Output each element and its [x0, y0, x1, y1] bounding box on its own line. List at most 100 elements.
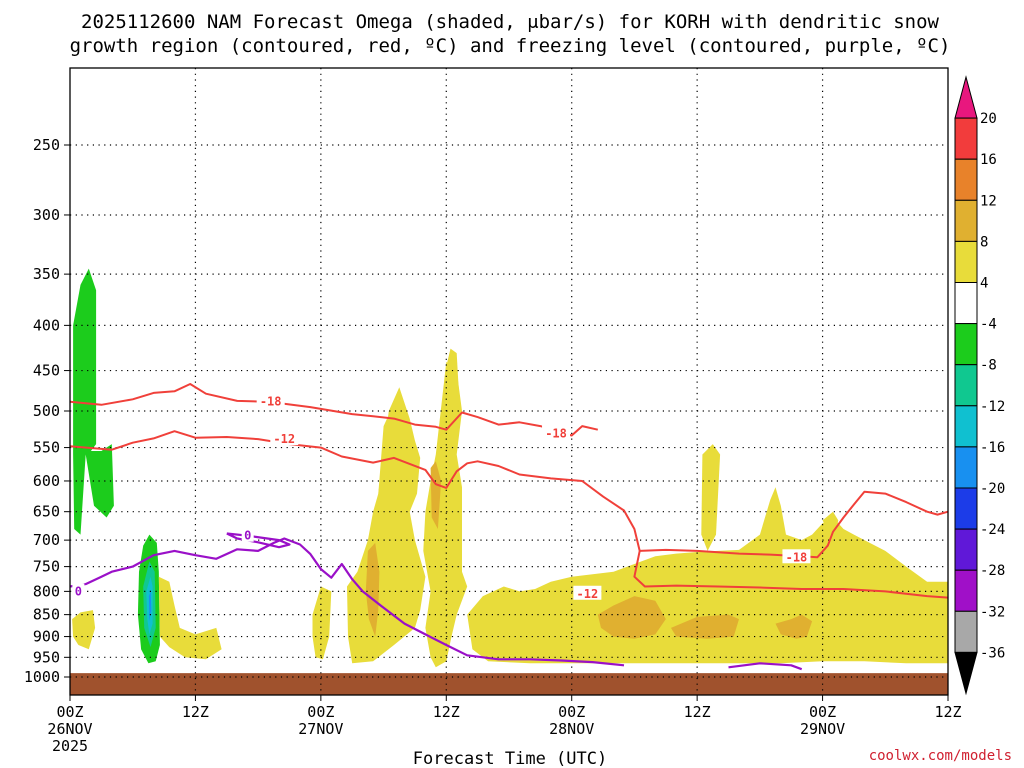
contour-label: -12	[577, 587, 599, 601]
y-tick-label: 1000	[24, 668, 60, 686]
omega-region-y4	[423, 361, 468, 668]
colorbar-top-arrow	[954, 75, 978, 119]
colorbar-label: -16	[980, 440, 1005, 456]
dgz-contour-line	[639, 490, 949, 559]
x-tick-label: 12Z	[182, 703, 209, 721]
colorbar-label: 8	[980, 234, 988, 250]
omega-region-y8	[597, 596, 666, 639]
omega-region-y4	[701, 444, 721, 551]
x-tick-label: 00Z	[558, 703, 585, 721]
y-tick-label: 300	[33, 206, 60, 224]
x-tick-label: 00Z	[307, 703, 334, 721]
contour-label-bg	[782, 549, 811, 564]
y-tick-label: 700	[33, 531, 60, 549]
colorbar-segment	[954, 487, 978, 530]
x-tick-date: 29NOV	[800, 720, 845, 738]
colorbar-label: 4	[980, 276, 988, 292]
contour-label: -18	[545, 426, 567, 440]
y-tick-label: 950	[33, 648, 60, 666]
colorbar-segment	[954, 610, 978, 653]
omega-region-b16	[148, 591, 152, 622]
y-tick-label: 500	[33, 402, 60, 420]
y-tick-label: 350	[33, 265, 60, 283]
x-axis-label: Forecast Time (UTC)	[413, 749, 607, 768]
omega-region-y4	[158, 576, 222, 660]
contour-label: -18	[260, 395, 282, 409]
colorbar-segment	[954, 240, 978, 283]
contour-label: -18	[786, 550, 808, 564]
colorbar-segment	[954, 117, 978, 160]
y-tick-label: 900	[33, 628, 60, 646]
y-tick-label: 250	[33, 136, 60, 154]
x-tick-date: 28NOV	[549, 720, 594, 738]
colorbar-label: 12	[980, 193, 997, 209]
y-tick-label: 400	[33, 316, 60, 334]
colorbar-segment	[954, 569, 978, 612]
dgz-contour-line	[69, 430, 949, 599]
colorbar-label: -20	[980, 481, 1005, 497]
y-tick-label: 650	[33, 503, 60, 521]
omega-region-g4	[73, 268, 114, 535]
colorbar-bottom-arrow	[954, 651, 978, 696]
credit-text[interactable]: coolwx.com/models	[869, 748, 1012, 764]
colorbar-segment	[954, 364, 978, 407]
colorbar-label: 16	[980, 152, 997, 168]
omega-region-y4	[347, 414, 426, 664]
contour-label-bg	[270, 431, 299, 446]
x-tick-label: 12Z	[934, 703, 961, 721]
omega-region-y8	[430, 461, 442, 529]
x-tick-label: 00Z	[56, 703, 83, 721]
colorbar-label: -24	[980, 522, 1005, 538]
x-tick-label: 12Z	[684, 703, 711, 721]
colorbar-segment	[954, 199, 978, 242]
colorbar-segment	[954, 282, 978, 325]
x-tick-year: 2025	[52, 737, 88, 755]
omega-region-y4	[312, 586, 332, 660]
y-tick-label: 550	[33, 439, 60, 457]
omega-region-y4	[822, 511, 839, 541]
plot-frame	[69, 67, 949, 696]
colorbar-label: -28	[980, 563, 1005, 579]
omega-shading	[72, 268, 948, 668]
x-tick-label: 00Z	[809, 703, 836, 721]
freezing-level-line	[728, 662, 803, 671]
terrain-ground	[70, 673, 948, 695]
dgz-contour-line	[69, 383, 599, 437]
contour-label-bg	[241, 527, 254, 542]
colorbar-segment	[954, 528, 978, 571]
chart-title-line-1: 2025112600 NAM Forecast Omega (shaded, μ…	[81, 11, 939, 33]
contour-label: -12	[273, 432, 295, 446]
grid	[70, 68, 948, 695]
y-axis: 250 300 350 400 450 500 550 600 650 700 750 800 850 9…	[24, 136, 70, 686]
x-tick-label: 12Z	[433, 703, 460, 721]
colorbar-label: -4	[980, 317, 997, 333]
omega-region-y8	[365, 542, 380, 637]
colorbar-label: 20	[980, 111, 997, 127]
contour-label: 0	[244, 529, 251, 543]
contour-label-bg	[72, 583, 85, 598]
x-tick-date: 26NOV	[47, 720, 92, 738]
colorbar-segment	[954, 405, 978, 448]
contour-label: 0	[75, 584, 82, 598]
y-tick-label: 450	[33, 362, 60, 380]
omega-region-y4	[446, 348, 460, 427]
colorbar-label: -12	[980, 399, 1005, 415]
omega-region-y8	[775, 614, 813, 639]
y-tick-label: 750	[33, 558, 60, 576]
contour-label-bg	[573, 585, 602, 600]
colorbar-segment	[954, 323, 978, 366]
omega-region-y4	[72, 610, 96, 650]
colorbar: 20 16 12 8 4 -4 -8 -12 -16 -20 -24 -28 -32 -36	[954, 75, 1005, 696]
omega-region-y4	[467, 487, 948, 664]
contour-label-bg	[542, 425, 571, 440]
y-tick-label: 800	[33, 582, 60, 600]
colorbar-segment	[954, 158, 978, 201]
contours: -18 -12 -18 -12 -18 0 0	[69, 383, 949, 671]
y-tick-label: 850	[33, 606, 60, 624]
x-tick-date: 27NOV	[298, 720, 343, 738]
colorbar-label: -8	[980, 358, 997, 374]
omega-region-y8	[671, 614, 739, 639]
colorbar-label: -36	[980, 645, 1005, 661]
